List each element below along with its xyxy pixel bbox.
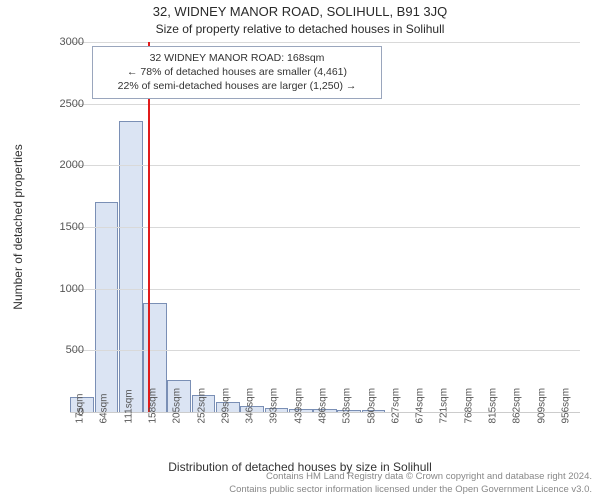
annotation-line: 32 WIDNEY MANOR ROAD: 168sqm xyxy=(99,51,375,65)
gridline xyxy=(70,165,580,166)
histogram-bar xyxy=(95,202,119,412)
footer-line-1: Contains HM Land Registry data © Crown c… xyxy=(266,471,592,482)
y-tick-label: 500 xyxy=(34,344,84,356)
annotation-line: ← 78% of detached houses are smaller (4,… xyxy=(99,65,375,79)
y-tick-label: 2000 xyxy=(34,159,84,171)
gridline xyxy=(70,227,580,228)
y-tick-label: 2500 xyxy=(34,98,84,110)
gridline xyxy=(70,42,580,43)
y-axis-label: Number of detached properties xyxy=(11,144,25,309)
y-tick-label: 1500 xyxy=(34,221,84,233)
footer-line-2: Contains public sector information licen… xyxy=(229,484,592,495)
gridline xyxy=(70,289,580,290)
gridline xyxy=(70,350,580,351)
y-tick-label: 3000 xyxy=(34,36,84,48)
gridline xyxy=(70,104,580,105)
annotation-line: 22% of semi-detached houses are larger (… xyxy=(99,79,375,93)
chart-subtitle: Size of property relative to detached ho… xyxy=(0,22,600,36)
chart-title: 32, WIDNEY MANOR ROAD, SOLIHULL, B91 3JQ xyxy=(0,4,600,19)
y-tick-label: 1000 xyxy=(34,283,84,295)
annotation-box: 32 WIDNEY MANOR ROAD: 168sqm← 78% of det… xyxy=(92,46,382,99)
